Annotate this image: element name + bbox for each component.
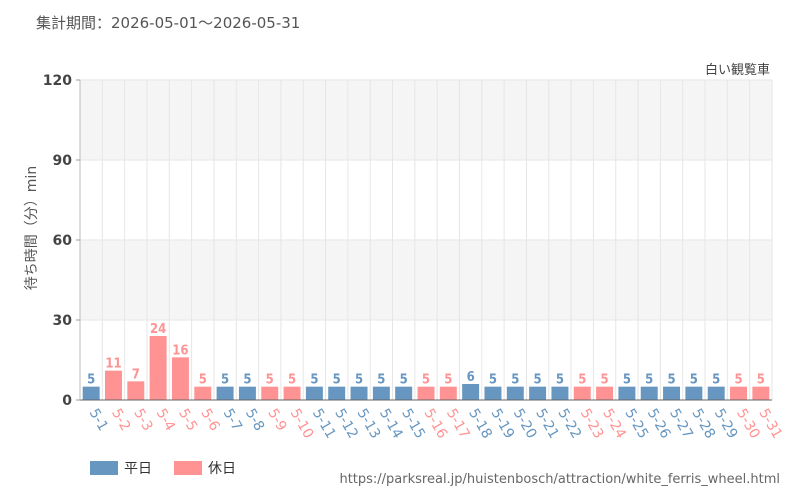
x-tick-label: 5-5 [175, 406, 200, 434]
background-band [80, 80, 772, 160]
y-axis-label: 待ち時間（分）min [24, 166, 40, 290]
data-label: 5 [87, 373, 95, 388]
data-label: 5 [221, 373, 229, 388]
x-tick-label: 5-4 [153, 406, 178, 434]
data-label: 5 [578, 373, 586, 388]
bar [238, 386, 256, 400]
axes [76, 79, 772, 401]
data-label: 5 [601, 373, 609, 388]
data-label: 5 [734, 373, 742, 388]
bar [439, 386, 457, 400]
data-label: 5 [645, 373, 653, 388]
x-tick-label: 5-31 [755, 406, 785, 442]
bar [529, 386, 547, 400]
bar [328, 386, 346, 400]
chart-title: 白い観覧車 [705, 62, 770, 78]
bar [707, 386, 725, 400]
x-tick-label: 5-1 [86, 406, 111, 434]
bar [640, 386, 658, 400]
x-tick-label: 5-9 [264, 406, 289, 434]
source-url: https://parksreal.jp/huistenbosch/attrac… [339, 472, 780, 487]
bar [283, 386, 301, 400]
bar [372, 386, 390, 400]
x-tick-label: 5-2 [108, 406, 133, 434]
bar [171, 357, 189, 400]
data-label: 5 [266, 373, 274, 388]
data-label: 5 [534, 373, 542, 388]
bar [395, 386, 413, 400]
bar [551, 386, 569, 400]
data-label: 5 [667, 373, 675, 388]
bar [127, 381, 145, 400]
period-label: 集計期間：2026-05-01～2026-05-31 [36, 14, 301, 32]
data-label: 5 [556, 373, 564, 388]
data-label: 5 [712, 373, 720, 388]
data-label: 16 [172, 343, 188, 358]
bar [350, 386, 368, 400]
bar [484, 386, 502, 400]
data-label: 5 [400, 373, 408, 388]
bar [730, 386, 747, 400]
y-tick-label: 60 [53, 233, 73, 249]
data-label: 5 [288, 373, 296, 388]
x-tick-label: 5-7 [220, 406, 245, 434]
bar [149, 336, 167, 400]
y-tick-label: 120 [43, 73, 72, 89]
background-band [80, 240, 772, 320]
data-label: 7 [132, 367, 140, 382]
bar [216, 386, 234, 400]
y-tick-label: 30 [53, 313, 73, 329]
legend-label-holiday: 休日 [208, 461, 236, 477]
data-label: 5 [690, 373, 698, 388]
data-label: 5 [444, 373, 452, 388]
legend-label-weekday: 平日 [124, 461, 152, 477]
legend-swatch-weekday [90, 461, 118, 475]
bars [82, 336, 770, 400]
background-band [80, 160, 772, 240]
bar [82, 386, 100, 400]
bar [596, 386, 614, 400]
y-tick-label: 90 [53, 153, 73, 169]
y-tick-labels: 0 30 60 90 120 [43, 73, 72, 409]
data-label: 5 [489, 373, 497, 388]
x-tick-label: 5-6 [197, 406, 222, 434]
x-tick-label: 5-3 [130, 406, 155, 434]
x-tick-label: 5-8 [242, 406, 267, 434]
data-label: 5 [310, 373, 318, 388]
bar [462, 384, 480, 400]
legend-item-weekday: 平日 [90, 458, 152, 478]
bar [573, 386, 591, 400]
data-label: 5 [623, 373, 631, 388]
data-label: 5 [511, 373, 519, 388]
bar [194, 386, 212, 400]
bar [105, 370, 122, 400]
legend: 平日 休日 [90, 458, 236, 478]
bar [685, 386, 703, 400]
data-label: 5 [243, 373, 251, 388]
legend-item-holiday: 休日 [174, 458, 236, 478]
data-label: 11 [105, 357, 121, 372]
data-label: 5 [757, 373, 765, 388]
bar [663, 386, 681, 400]
bar [261, 386, 279, 400]
bar [618, 386, 636, 400]
legend-swatch-holiday [174, 461, 202, 475]
data-label: 5 [422, 373, 430, 388]
data-label: 5 [333, 373, 341, 388]
bar [506, 386, 524, 400]
data-label: 24 [150, 322, 166, 337]
bar [752, 386, 770, 400]
bar [417, 386, 435, 400]
y-tick-label: 0 [62, 393, 72, 409]
data-label: 5 [199, 373, 207, 388]
data-label: 5 [355, 373, 363, 388]
data-label: 5 [377, 373, 385, 388]
x-tick-labels: 5-15-25-35-45-55-65-75-85-95-105-115-125… [86, 406, 785, 442]
bar [305, 386, 323, 400]
data-label: 6 [467, 370, 475, 385]
